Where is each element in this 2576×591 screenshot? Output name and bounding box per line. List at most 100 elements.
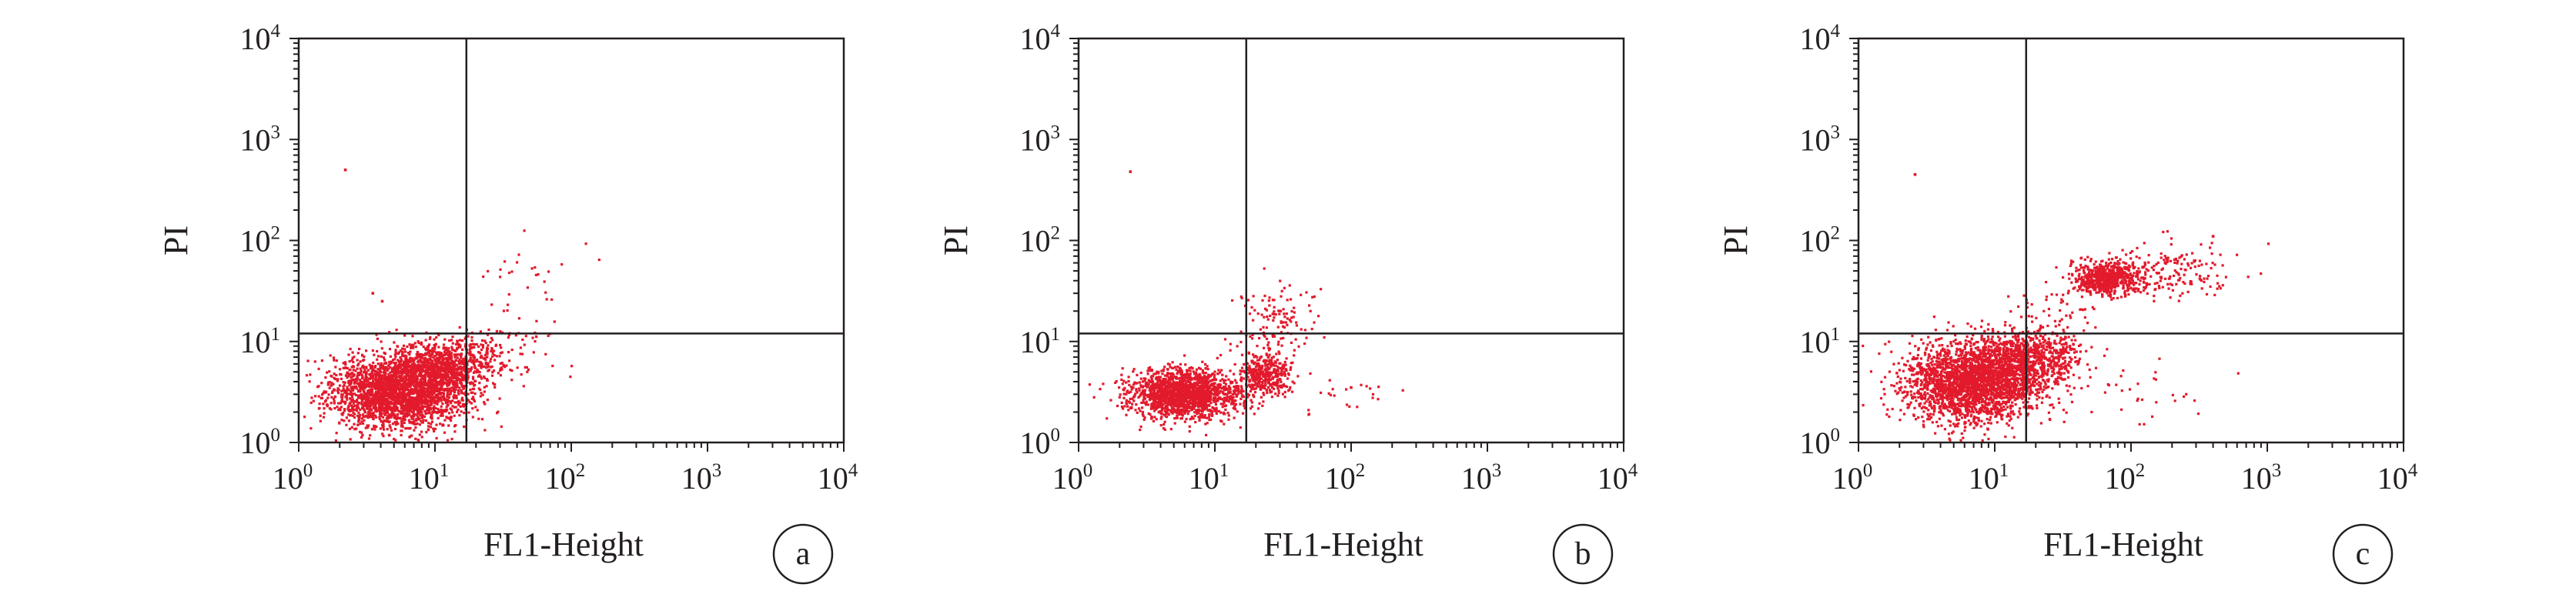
data-point (427, 379, 430, 383)
data-point (1160, 408, 1163, 411)
y-axis-title: PI (157, 225, 195, 255)
data-point (363, 411, 366, 414)
data-point (458, 414, 461, 417)
data-point (393, 428, 397, 431)
data-point (460, 374, 463, 377)
data-point (350, 426, 353, 429)
data-point (462, 387, 465, 390)
data-point (383, 362, 386, 365)
data-point (440, 388, 443, 392)
data-point (1186, 371, 1189, 374)
data-point (1202, 395, 1205, 398)
data-point (1216, 389, 1219, 392)
data-point (346, 388, 350, 391)
data-point (457, 353, 460, 356)
data-point (425, 390, 428, 393)
data-point (370, 365, 373, 368)
data-point (442, 343, 446, 346)
data-point (442, 362, 445, 365)
data-point (396, 413, 399, 416)
data-point (430, 350, 433, 353)
data-point (454, 388, 457, 391)
data-point (1221, 373, 1224, 376)
data-point (461, 358, 464, 361)
data-point (433, 396, 436, 399)
data-point (1150, 378, 1153, 381)
data-point (1168, 382, 1172, 385)
data-point (473, 392, 477, 396)
data-point (1130, 406, 1133, 409)
data-point (1149, 413, 1152, 416)
data-point (392, 369, 395, 372)
data-point (1214, 399, 1217, 402)
data-point (405, 366, 408, 369)
data-point (496, 412, 499, 415)
data-point (420, 353, 423, 356)
data-point (385, 417, 388, 420)
data-point (437, 416, 440, 419)
data-point (1159, 380, 1162, 383)
data-point (436, 396, 439, 399)
data-point (332, 382, 335, 386)
data-point (372, 417, 375, 421)
data-point (499, 343, 502, 347)
data-point (375, 392, 378, 396)
data-point (350, 409, 353, 412)
data-point (1215, 406, 1218, 409)
data-point (359, 430, 362, 433)
data-point (1125, 381, 1128, 384)
data-point (386, 402, 389, 406)
data-point (450, 361, 453, 364)
data-point (364, 392, 368, 396)
data-point (403, 405, 406, 409)
data-point (371, 397, 374, 400)
data-point (418, 409, 421, 412)
data-point (363, 389, 366, 392)
data-point (340, 406, 343, 409)
data-point (349, 389, 353, 392)
data-point (431, 379, 434, 382)
data-point (373, 366, 376, 369)
data-point (1120, 373, 1123, 376)
data-point (393, 392, 396, 395)
data-point (424, 402, 427, 406)
data-point (1233, 386, 1236, 389)
data-point (1139, 409, 1142, 412)
data-point (333, 402, 336, 405)
data-point (483, 429, 487, 432)
data-point (1129, 390, 1132, 393)
data-point (431, 411, 434, 414)
data-point (423, 359, 427, 362)
data-point (1209, 379, 1212, 382)
data-point (459, 344, 462, 347)
data-point (1235, 395, 1239, 398)
data-point (1173, 399, 1176, 402)
data-point (500, 361, 503, 365)
data-point (1171, 382, 1174, 386)
data-point (1229, 391, 1232, 394)
data-point (363, 401, 366, 404)
data-point (1156, 406, 1159, 409)
data-point (351, 378, 354, 381)
data-point (419, 352, 422, 356)
data-point (369, 394, 372, 397)
data-point (427, 362, 430, 365)
data-point (471, 377, 475, 380)
data-point (453, 353, 456, 356)
data-point (427, 405, 430, 408)
data-point (435, 336, 438, 339)
data-point (470, 402, 473, 405)
data-point (507, 293, 510, 296)
data-point (347, 419, 350, 422)
data-point (410, 410, 413, 413)
data-point (420, 376, 423, 379)
data-point (417, 363, 420, 366)
data-point (423, 357, 427, 360)
data-point (365, 399, 368, 402)
data-point (396, 370, 399, 374)
data-point (1196, 394, 1200, 397)
data-point (457, 391, 460, 394)
data-point (383, 351, 386, 355)
data-point (413, 396, 417, 399)
data-point (387, 367, 390, 370)
